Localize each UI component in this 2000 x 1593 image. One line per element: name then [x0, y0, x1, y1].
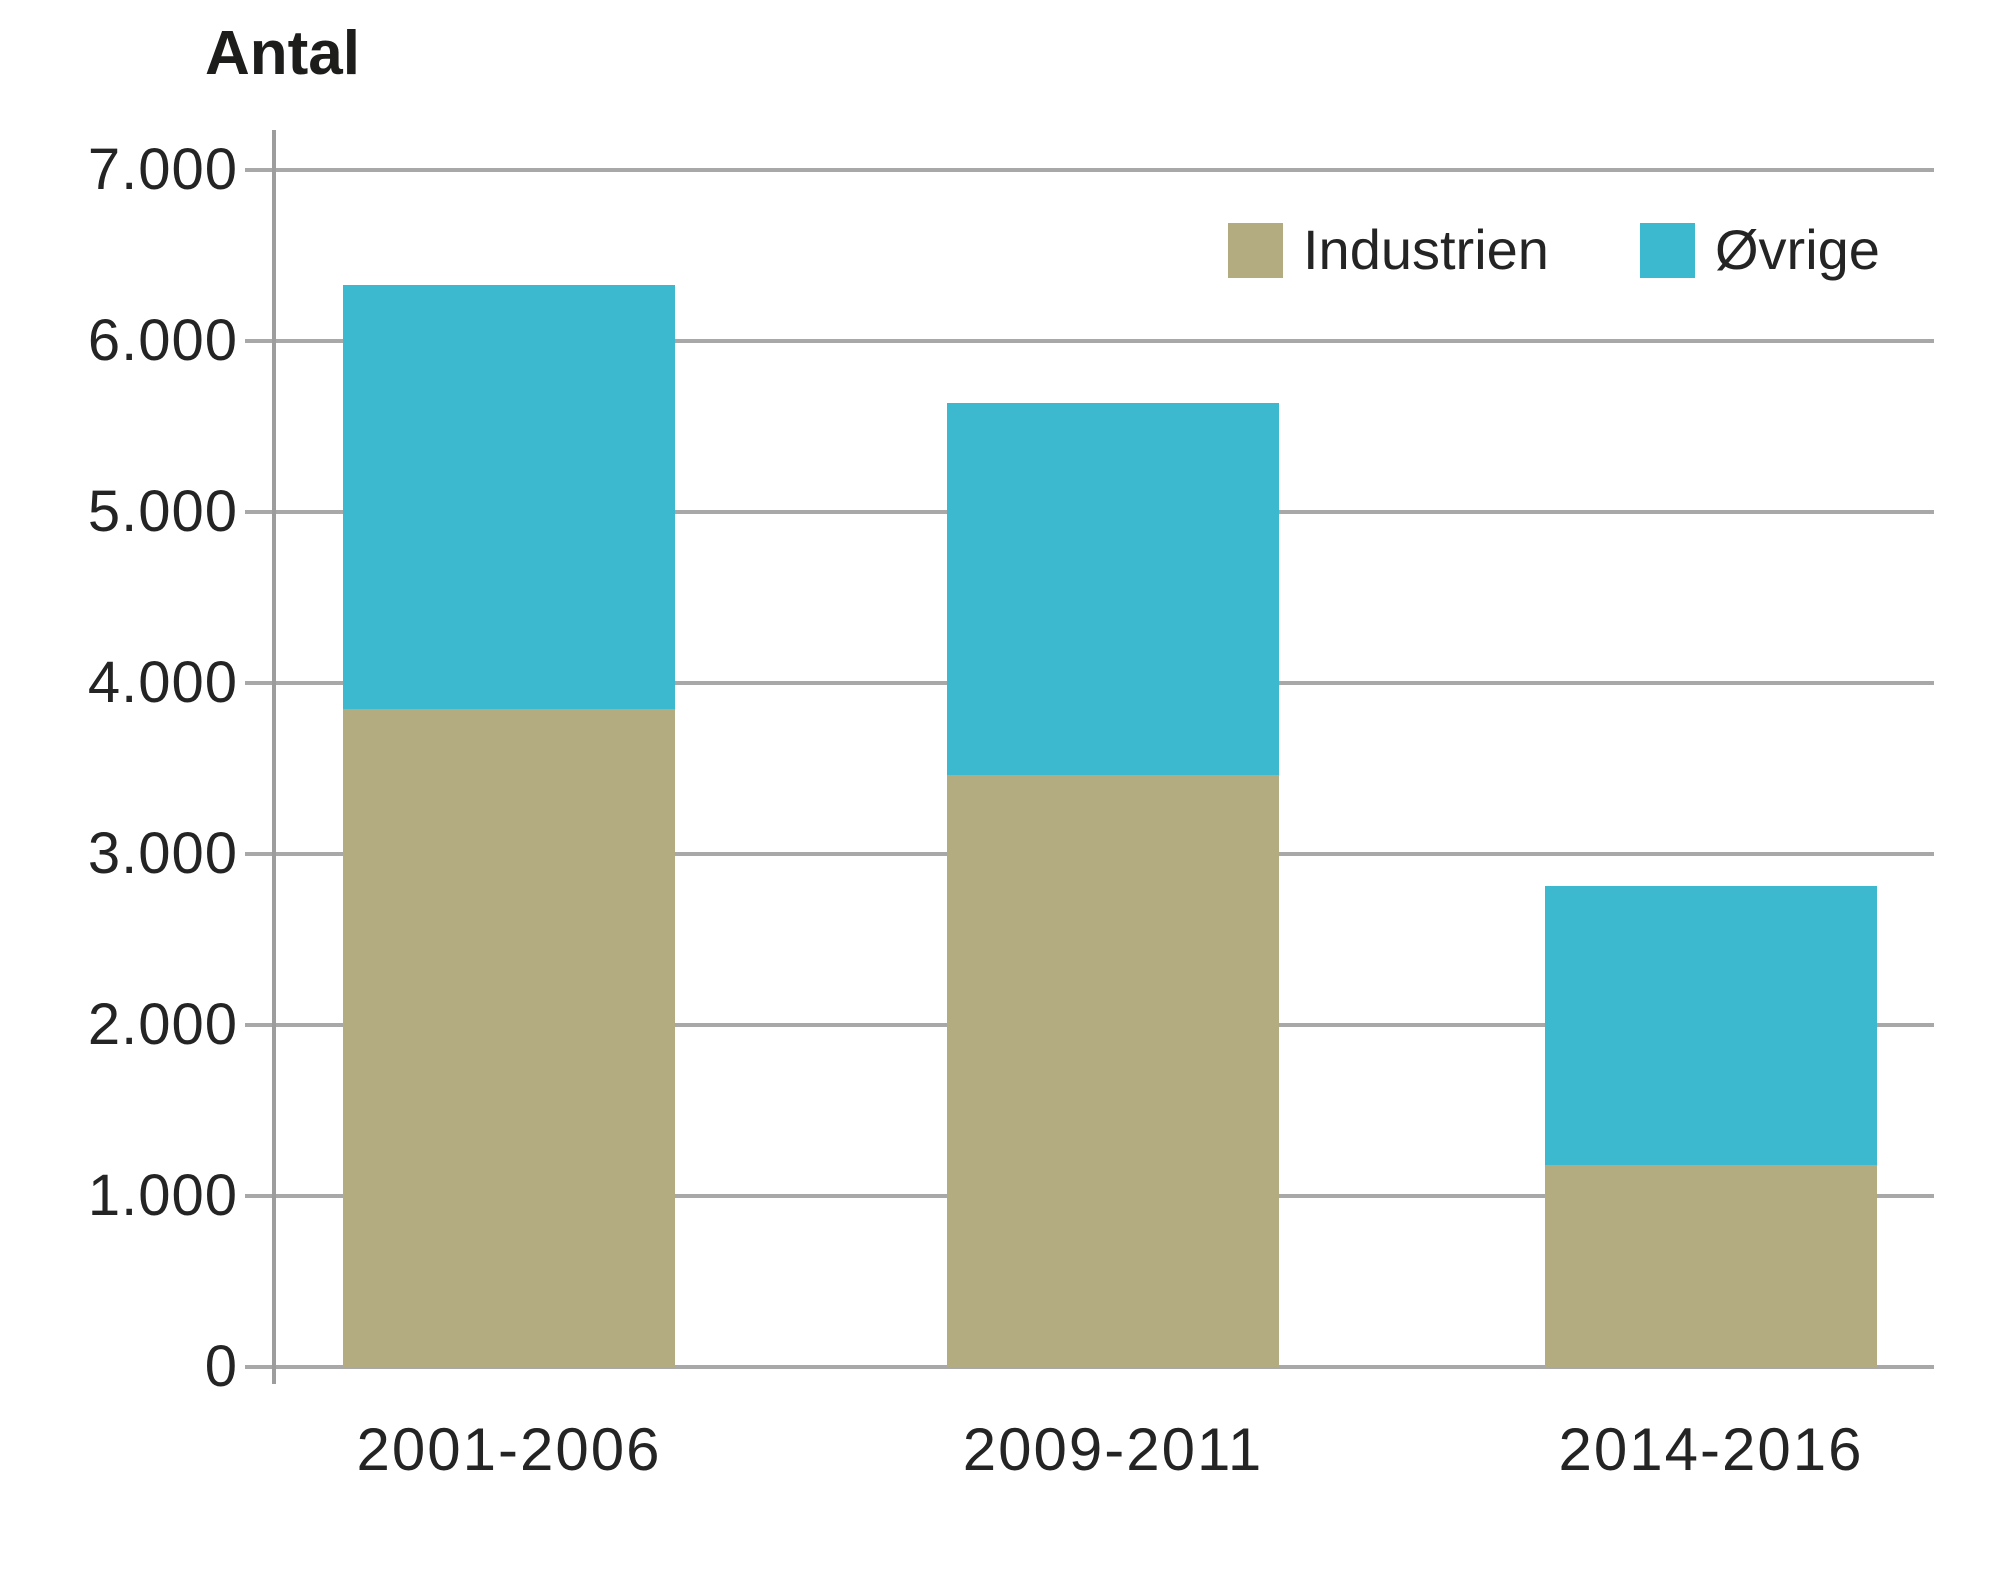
legend-item-øvrige: Øvrige	[1640, 222, 1880, 278]
bar-segment-industrien-2001-2006	[343, 708, 675, 1367]
gridline-7000	[245, 168, 1934, 172]
x-tick-label-2009-2011: 2009-2011	[962, 1416, 1264, 1483]
x-tick-label-2001-2006: 2001-2006	[356, 1416, 662, 1483]
chart-title: Antal	[205, 19, 360, 88]
y-tick-label-4000: 4.000	[87, 650, 238, 715]
legend-label-industrien: Industrien	[1303, 218, 1549, 281]
gridline-0	[245, 1365, 1934, 1369]
legend-label-øvrige: Øvrige	[1715, 218, 1880, 281]
y-tick-label-0: 0	[204, 1334, 238, 1399]
bar-segment-øvrige-2014-2016	[1545, 886, 1877, 1166]
bar-segment-industrien-2014-2016	[1545, 1165, 1877, 1367]
legend-swatch-industrien	[1228, 222, 1283, 278]
bar-segment-øvrige-2001-2006	[343, 284, 675, 709]
y-tick-label-1000: 1.000	[87, 1163, 238, 1228]
y-tick-label-6000: 6.000	[87, 308, 238, 373]
legend-swatch-øvrige	[1640, 222, 1695, 278]
legend-item-industrien: Industrien	[1228, 222, 1549, 278]
y-tick-label-2000: 2.000	[87, 992, 238, 1057]
y-axis-line	[272, 130, 276, 1384]
bar-segment-øvrige-2009-2011	[947, 402, 1279, 776]
y-tick-label-5000: 5.000	[87, 479, 238, 544]
y-tick-label-3000: 3.000	[87, 821, 238, 886]
bar-segment-industrien-2009-2011	[947, 775, 1279, 1367]
gridline-6000	[245, 339, 1934, 343]
y-tick-label-7000: 7.000	[87, 137, 238, 202]
x-tick-label-2014-2016: 2014-2016	[1558, 1416, 1864, 1483]
